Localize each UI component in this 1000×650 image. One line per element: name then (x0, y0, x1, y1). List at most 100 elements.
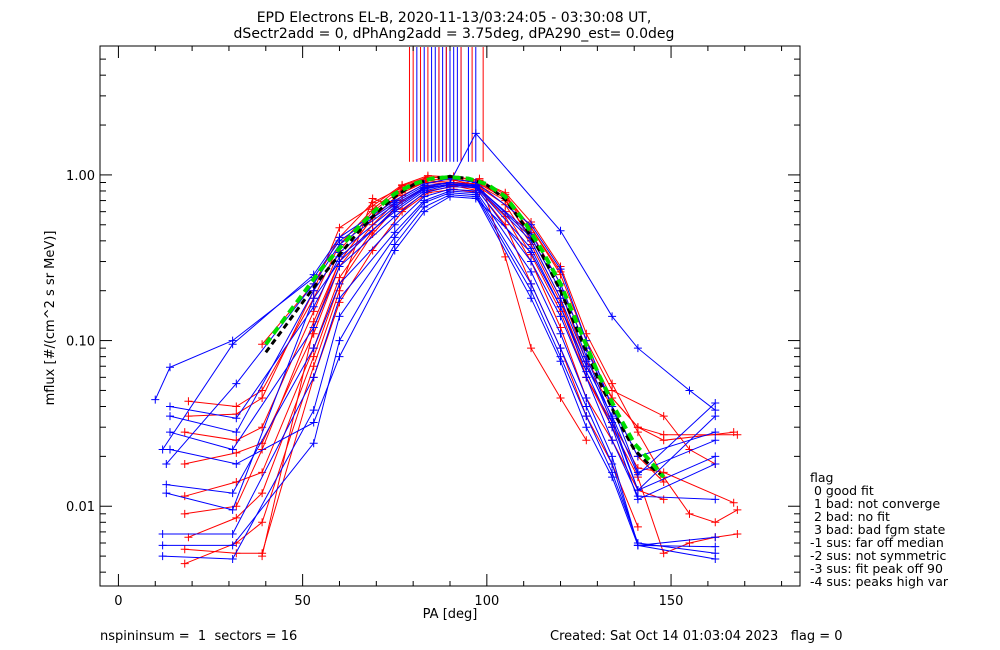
data-point (390, 246, 399, 255)
data-point (309, 294, 318, 303)
data-point (729, 428, 738, 437)
data-point (335, 294, 344, 303)
data-point (158, 552, 167, 561)
data-point (608, 436, 617, 445)
data-point (184, 397, 193, 406)
data-point (232, 459, 241, 468)
data-point (228, 445, 237, 454)
data-point (232, 414, 241, 423)
data-point (659, 495, 668, 504)
data-point (166, 402, 174, 411)
data-point (527, 267, 536, 276)
data-point (556, 312, 565, 321)
data-point (733, 505, 742, 514)
x-tick-label: 150 (659, 594, 684, 609)
series-line-22 (169, 183, 716, 474)
data-point (335, 279, 344, 288)
series-line-17 (162, 190, 716, 560)
data-point (633, 344, 642, 353)
data-point (232, 513, 241, 522)
fit-line-black (264, 174, 665, 479)
data-point (232, 428, 241, 437)
data-point (659, 549, 668, 558)
data-point (711, 533, 720, 542)
legend-item: 1 bad: not converge (810, 496, 940, 511)
data-point (420, 184, 429, 193)
data-point (309, 352, 318, 361)
data-point (180, 492, 189, 501)
fit-line-green (264, 175, 666, 479)
data-point (228, 340, 237, 349)
data-point (232, 549, 241, 558)
data-point (527, 344, 536, 353)
data-point (309, 439, 318, 448)
data-point (582, 423, 591, 432)
series-line-0 (261, 175, 738, 523)
data-point (258, 394, 267, 403)
chart-subtitle: dSectr2add = 0, dPhAng2add = 3.75deg, dP… (234, 26, 675, 42)
data-point (180, 428, 189, 437)
series-line-7 (184, 188, 639, 554)
series-line-18 (162, 192, 716, 560)
data-point (582, 412, 591, 421)
data-point (711, 459, 720, 468)
legend-title: flag (810, 470, 833, 485)
data-point (368, 201, 377, 210)
data-point (711, 436, 720, 445)
data-point (633, 522, 642, 531)
data-point (232, 379, 241, 388)
data-point (258, 340, 267, 349)
legend-item: -4 sus: peaks high var (810, 574, 949, 589)
data-point (390, 203, 399, 212)
data-point (162, 459, 171, 468)
data-point (527, 257, 536, 266)
data-point (733, 529, 742, 538)
data-point (608, 473, 617, 482)
data-point (335, 336, 344, 345)
footer-right: Created: Sat Oct 14 01:03:04 2023 flag =… (550, 629, 843, 644)
data-point (608, 452, 617, 461)
data-point (556, 344, 565, 353)
data-point (729, 498, 738, 507)
data-point (501, 252, 510, 261)
data-point (711, 428, 720, 437)
data-point (711, 398, 720, 407)
series-line-5 (184, 185, 664, 500)
data-point (633, 541, 642, 550)
data-point (582, 357, 591, 366)
series-line-16 (166, 188, 716, 548)
series-line-20 (169, 196, 716, 476)
data-point (556, 265, 565, 274)
data-point (180, 545, 189, 554)
series-line-12 (162, 178, 716, 458)
y-tick-label: 0.01 (66, 500, 95, 515)
series-line-3 (184, 178, 734, 441)
y-tick-label: 1.00 (66, 169, 95, 184)
data-point (166, 428, 174, 437)
data-point (527, 294, 536, 303)
data-point (166, 412, 174, 421)
data-point (166, 445, 174, 454)
data-point (398, 207, 407, 216)
data-point (390, 212, 399, 221)
data-point (685, 386, 694, 395)
data-point (184, 412, 193, 421)
legend-item: 0 good fit (810, 483, 874, 498)
data-point (180, 559, 189, 568)
x-axis-label: PA [deg] (423, 607, 478, 622)
data-point (180, 459, 189, 468)
data-point (608, 386, 617, 395)
data-point (471, 181, 480, 190)
data-point (232, 448, 241, 457)
data-point (228, 505, 237, 514)
series-line-14 (169, 184, 716, 501)
data-point (527, 279, 536, 288)
data-point (309, 344, 318, 353)
x-tick-label: 100 (474, 594, 499, 609)
legend: flag 0 good fit 1 bad: not converge 2 ba… (810, 470, 949, 589)
data-point (166, 363, 174, 372)
data-point (556, 302, 565, 311)
data-point (398, 180, 407, 189)
data-layer (151, 47, 742, 568)
series-line-13 (165, 181, 716, 492)
